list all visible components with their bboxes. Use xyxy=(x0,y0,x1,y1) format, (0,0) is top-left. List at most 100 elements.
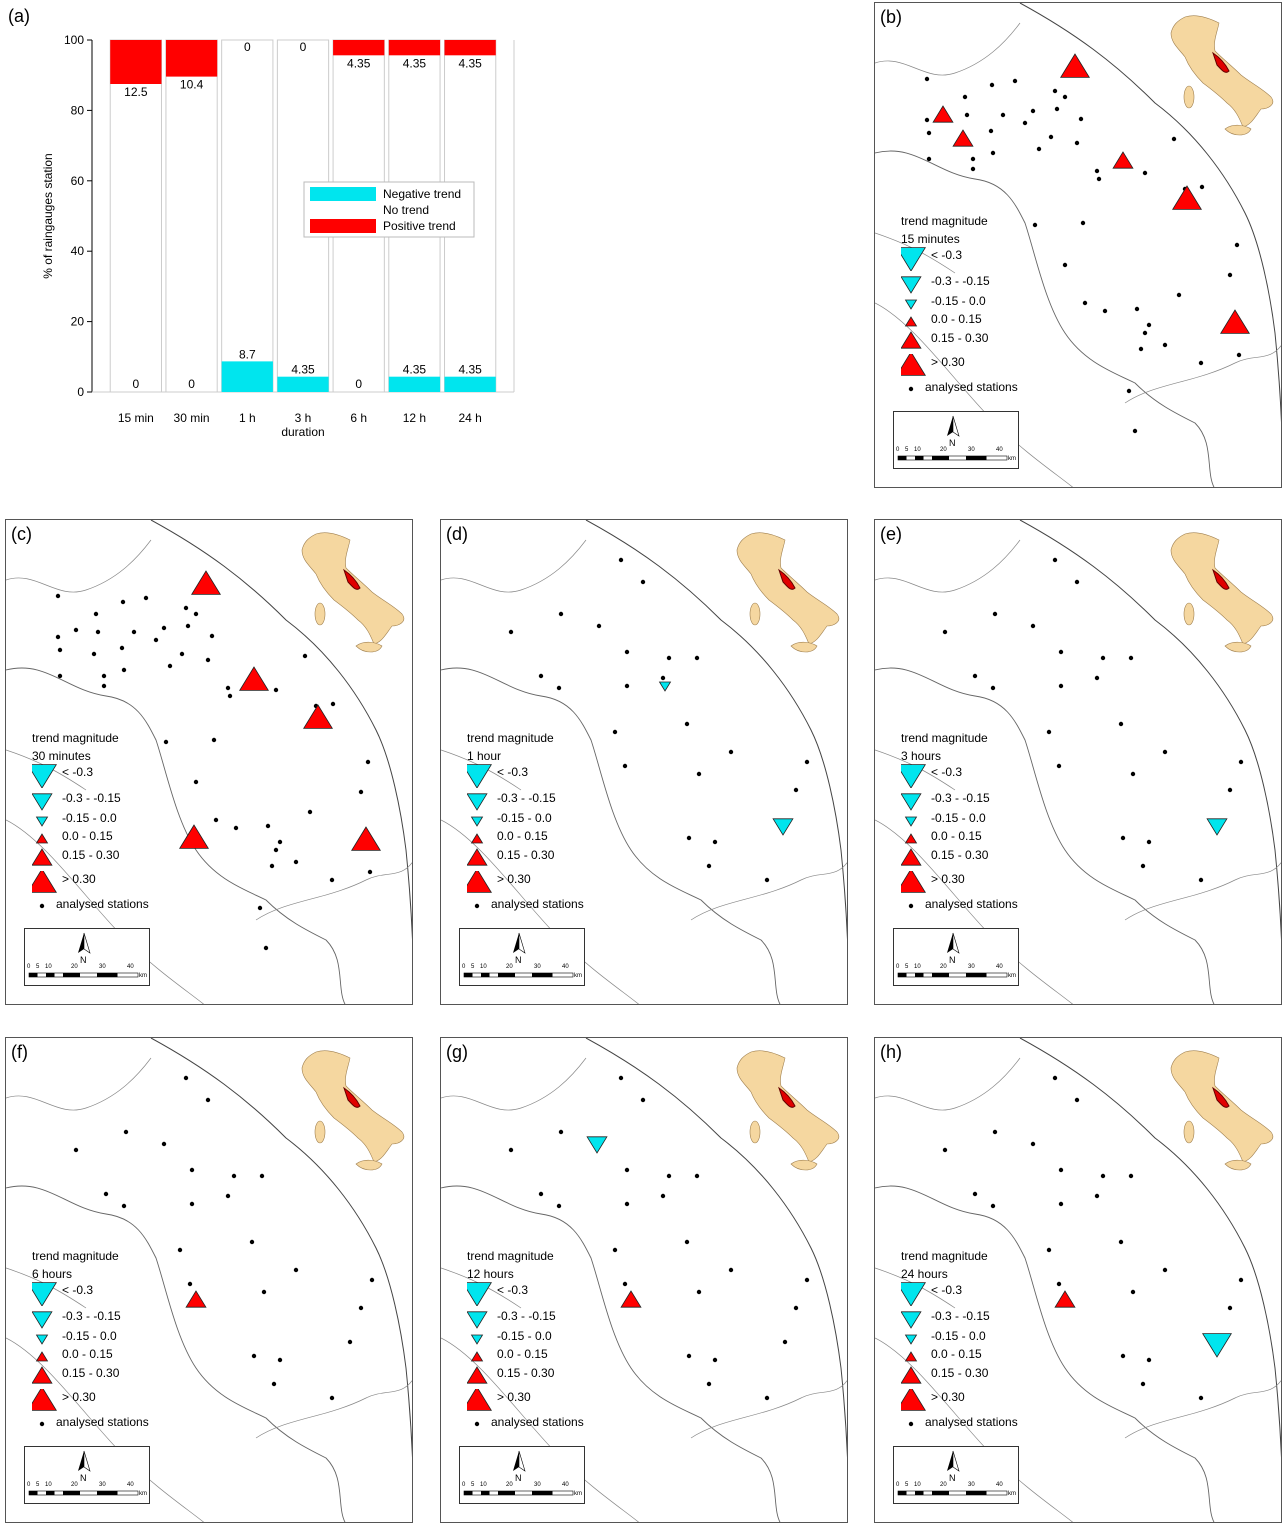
station-dot xyxy=(666,1173,672,1179)
station-dot xyxy=(103,1191,109,1197)
legend-label: -0.3 - -0.15 xyxy=(931,1309,990,1323)
positive-trend-label: 0 xyxy=(300,40,307,54)
positive-trend-marker xyxy=(1171,185,1203,210)
north-arrow-icon xyxy=(897,1450,1008,1496)
triangle-down-icon xyxy=(901,1311,922,1329)
station-dot xyxy=(989,82,995,88)
study-area-marker xyxy=(1212,51,1230,73)
station-dot xyxy=(612,729,618,735)
legend-swatch xyxy=(310,187,376,201)
station-dot xyxy=(277,839,283,845)
sardinia xyxy=(749,1120,761,1144)
legend-label: < -0.3 xyxy=(931,248,963,262)
legend-label: 0.0 - 0.15 xyxy=(497,1347,548,1361)
station-dot xyxy=(990,150,996,156)
legend-title: trend magnitude xyxy=(901,731,988,745)
station-dot xyxy=(793,787,799,793)
station-dot xyxy=(153,637,159,643)
legend-symbol xyxy=(901,1389,927,1411)
legend-symbol xyxy=(467,764,493,788)
scale-label: 10 xyxy=(45,964,52,970)
x-tick-label: 15 min xyxy=(118,411,154,425)
legend-duration: 30 minutes xyxy=(32,749,91,763)
station-dot xyxy=(39,903,45,909)
station-dot xyxy=(942,1147,948,1153)
station-dot xyxy=(1056,1281,1062,1287)
triangle-down-icon xyxy=(32,1311,53,1329)
chart-legend: Negative trend No trend Positive trend xyxy=(303,181,475,238)
legend-label: 0.0 - 0.15 xyxy=(931,829,982,843)
station-dot xyxy=(1048,134,1054,140)
scale-label: 0 xyxy=(27,964,31,970)
north-arrow-right xyxy=(952,932,960,954)
north-arrow-icon xyxy=(28,1450,139,1496)
region-border xyxy=(875,1185,1215,1522)
study-area-marker xyxy=(343,568,361,590)
y-tick-label: 80 xyxy=(71,103,85,117)
station-dot xyxy=(249,1239,255,1245)
station-dot xyxy=(1238,1277,1244,1283)
triangle-down-icon xyxy=(901,247,927,271)
station-dot xyxy=(706,1381,712,1387)
legend-symbol xyxy=(901,247,927,271)
station-dot xyxy=(1146,839,1152,845)
north-arrow-scale-box: N 0 5 10 20 30 40 km xyxy=(893,928,1019,986)
triangle-down-icon xyxy=(901,1282,927,1306)
station-dot xyxy=(1100,655,1106,661)
triangle-down-icon xyxy=(467,1311,488,1329)
north-arrow-scale-box: N 0 5 10 20 30 40 km xyxy=(893,1446,1019,1504)
x-axis-label: duration xyxy=(281,425,324,439)
bar-no-trend xyxy=(221,39,274,393)
station-dot xyxy=(93,611,99,617)
station-dot xyxy=(1171,136,1177,142)
negative-trend-label: 4.35 xyxy=(403,363,427,377)
legend-label: < -0.3 xyxy=(497,1283,529,1297)
station-dot xyxy=(908,386,914,392)
scale-label: 30 xyxy=(968,447,975,453)
scale-label: 30 xyxy=(99,1482,106,1488)
station-dot xyxy=(596,623,602,629)
station-dot xyxy=(269,863,275,869)
legend-label: 0.0 - 0.15 xyxy=(62,829,113,843)
triangle-down-icon xyxy=(901,793,922,811)
scale-label: 40 xyxy=(996,1482,1003,1488)
legend-symbol xyxy=(39,1421,45,1427)
region-border xyxy=(441,1185,781,1522)
scale-segment xyxy=(498,1491,515,1495)
station-dot xyxy=(1058,649,1064,655)
triangle-down-icon xyxy=(32,1282,58,1306)
triangle-down-icon xyxy=(904,816,918,827)
station-dot xyxy=(624,1201,630,1207)
region-border xyxy=(441,667,781,1004)
legend-symbol xyxy=(904,1351,918,1362)
station-dot xyxy=(1074,579,1080,585)
station-dot xyxy=(694,1173,700,1179)
legend-symbol xyxy=(470,816,484,827)
station-dot xyxy=(163,739,169,745)
triangle-up-icon xyxy=(32,848,53,866)
station-dot xyxy=(1132,428,1138,434)
station-dot xyxy=(369,1277,375,1283)
station-dot xyxy=(1162,1267,1168,1273)
triangle-up-icon xyxy=(467,848,488,866)
coastline xyxy=(1019,3,1281,422)
station-dot xyxy=(1234,242,1240,248)
scale-label: 5 xyxy=(36,964,40,970)
station-dot xyxy=(189,1201,195,1207)
north-arrow-scale-box: N 0 5 10 20 30 40 km xyxy=(459,928,585,986)
coastline xyxy=(1019,520,1281,939)
station-dot xyxy=(1238,759,1244,765)
region-border xyxy=(6,1185,346,1522)
station-dot xyxy=(1054,106,1060,112)
north-arrow-scale-box: N 0 5 10 20 30 40 km xyxy=(893,411,1019,469)
north-arrow-left xyxy=(947,1451,953,1471)
station-dot xyxy=(1134,306,1140,312)
positive-trend-marker xyxy=(302,704,334,729)
scale-label: 20 xyxy=(506,964,513,970)
legend-label: -0.15 - 0.0 xyxy=(931,1329,986,1343)
station-dot xyxy=(508,629,514,635)
negative-trend-label: 4.35 xyxy=(291,363,315,377)
sicily xyxy=(355,641,383,653)
triangle-up-icon xyxy=(467,1389,493,1411)
station-dot xyxy=(73,1147,79,1153)
